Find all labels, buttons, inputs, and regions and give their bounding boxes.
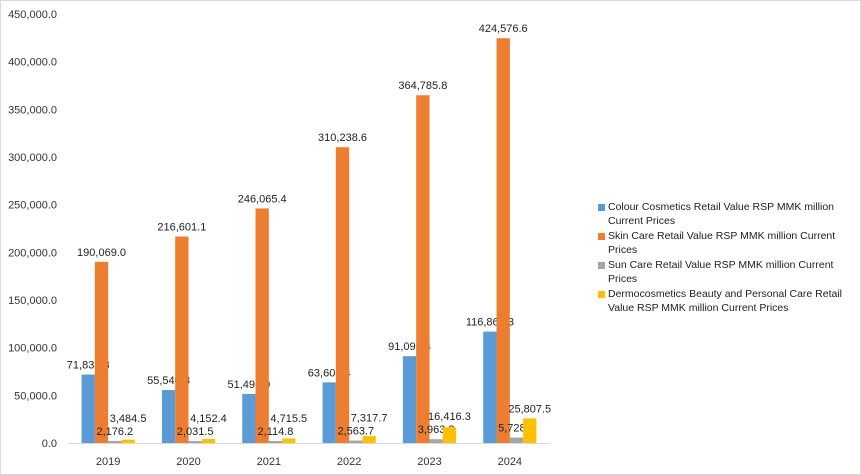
y-tick-label: 450,000.0 [8, 9, 57, 21]
bar [188, 441, 202, 443]
data-label: 4,152.4 [190, 413, 227, 425]
bar [509, 437, 524, 443]
bar [161, 390, 176, 443]
data-label: 3,484.5 [110, 413, 147, 425]
y-tick-label: 100,000.0 [8, 343, 57, 355]
bar [322, 382, 336, 443]
data-label: 2,176.2 [96, 426, 133, 438]
bar [496, 38, 510, 444]
bar [268, 440, 283, 443]
bar [175, 236, 189, 443]
bar [429, 439, 443, 443]
legend-item: Skin Care Retail Value RSP MMK million C… [598, 229, 853, 257]
data-label: 310,238.6 [318, 132, 367, 144]
data-label: 216,601.1 [157, 222, 206, 234]
legend-label: Skin Care Retail Value RSP MMK million C… [608, 230, 836, 256]
bar [362, 436, 376, 443]
legend-label: Dermocosmetics Beauty and Personal Care … [608, 288, 843, 314]
bar [349, 440, 363, 443]
y-tick-label: 200,000.0 [8, 247, 57, 259]
bar [81, 374, 95, 443]
bar [416, 95, 430, 443]
bar [483, 331, 497, 443]
data-label: 4,715.5 [270, 413, 307, 425]
legend-item: Dermocosmetics Beauty and Personal Care … [598, 287, 853, 315]
x-tick-label: 2019 [96, 456, 120, 468]
y-tick-label: 0.0 [42, 438, 57, 450]
x-tick-label: 2022 [337, 456, 361, 468]
data-label: 2,031.5 [177, 426, 214, 438]
data-label: 16,416.3 [428, 411, 471, 423]
bar [335, 147, 350, 443]
bar [94, 261, 109, 443]
bar [255, 208, 269, 443]
x-tick-label: 2020 [176, 456, 200, 468]
legend-label: Colour Cosmetics Retail Value RSP MMK mi… [608, 201, 835, 227]
y-tick-label: 400,000.0 [8, 57, 57, 69]
data-label: 190,069.0 [77, 247, 126, 259]
bar [282, 438, 296, 443]
y-tick-label: 150,000.0 [8, 295, 57, 307]
data-label: 2,114.8 [258, 426, 294, 438]
legend: Colour Cosmetics Retail Value RSP MMK mi… [598, 200, 853, 316]
data-label: 2,563.7 [337, 426, 374, 438]
y-tick-label: 250,000.0 [8, 200, 57, 212]
legend-item: Colour Cosmetics Retail Value RSP MMK mi… [598, 200, 853, 228]
data-label: 7,317.7 [351, 413, 388, 425]
data-label: 25,807.5 [508, 403, 551, 415]
data-label: 424,576.6 [479, 23, 528, 35]
legend-swatch [598, 291, 605, 298]
y-tick-label: 350,000.0 [8, 104, 57, 116]
bar [442, 427, 457, 443]
bar [402, 356, 417, 443]
y-tick-label: 50,000.0 [14, 390, 57, 402]
legend-swatch [598, 204, 605, 211]
x-tick-label: 2023 [417, 456, 441, 468]
y-tick-label: 300,000.0 [8, 152, 57, 164]
legend-label: Sun Care Retail Value RSP MMK million Cu… [608, 259, 834, 285]
bar [242, 393, 256, 443]
x-tick-label: 2024 [498, 456, 522, 468]
x-tick-label: 2021 [257, 456, 281, 468]
legend-swatch [598, 262, 605, 269]
data-label: 364,785.8 [398, 80, 447, 92]
bar [121, 439, 135, 443]
bar [108, 440, 122, 443]
bar [523, 418, 537, 443]
bar [201, 439, 216, 443]
legend-swatch [598, 233, 605, 240]
legend-item: Sun Care Retail Value RSP MMK million Cu… [598, 258, 853, 286]
data-label: 246,065.4 [238, 193, 287, 205]
